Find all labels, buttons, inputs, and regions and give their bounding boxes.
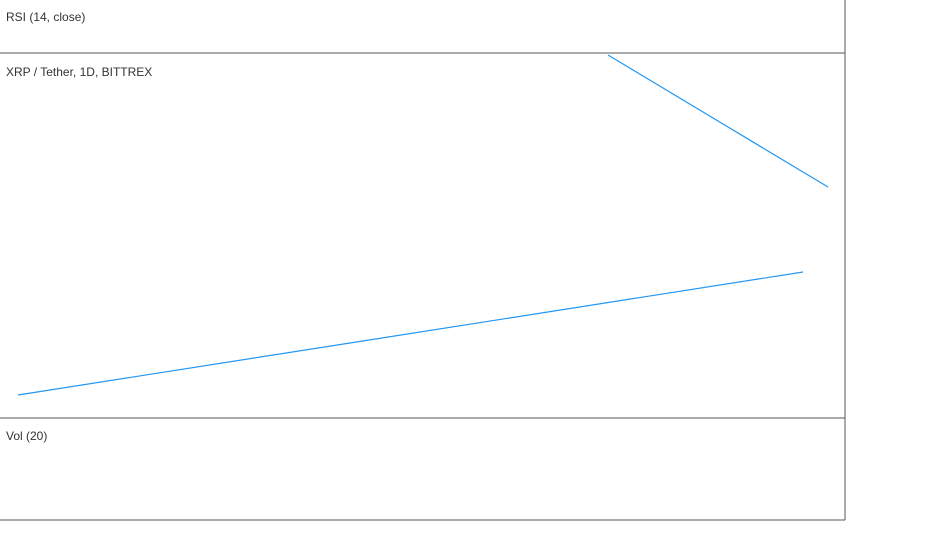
trend-line [607,54,829,188]
rsi-title: RSI (14, close) [6,10,85,24]
trend-line [17,271,804,396]
chart-title: XRP / Tether, 1D, BITTREX [6,65,152,79]
volume-title: Vol (20) [6,429,47,443]
